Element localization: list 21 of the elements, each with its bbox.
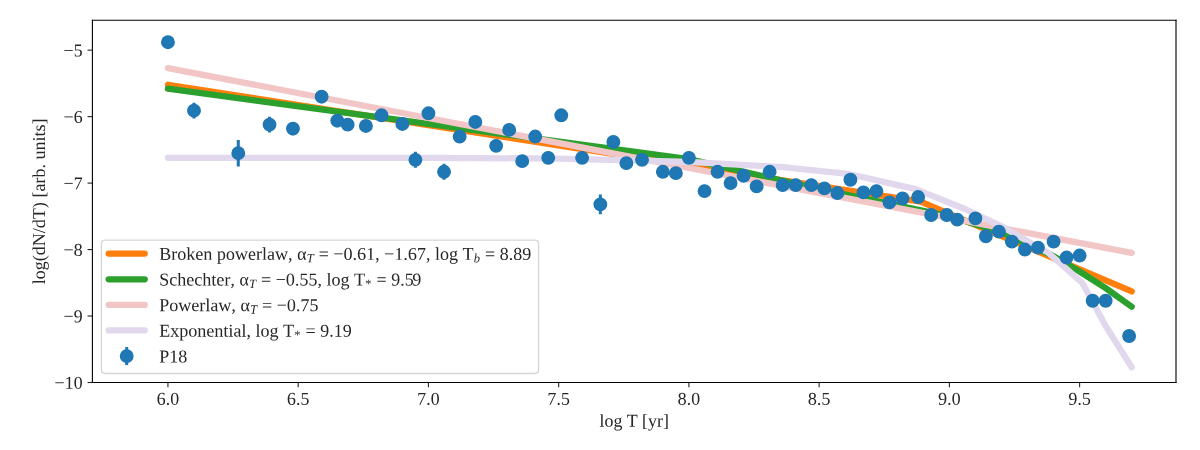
legend-label: Schechter, α$_{T}$ = −0.55, log T$_{*}$ = 9.59 <box>160 272 421 290</box>
x-tick-label: 7.5 <box>548 392 570 406</box>
y-axis-title: log(dN/dT) [arb. units] <box>32 119 49 284</box>
y-tick-label: −7 <box>64 177 83 190</box>
x-tick-label: 6.5 <box>287 392 309 406</box>
x-tick-label: 9.5 <box>1068 392 1091 406</box>
legend-label: Broken powerlaw, α$_{T}$ = −0.61, −1.67, log T$_{b}$ = 8.89 <box>159 247 531 264</box>
legend-label: P18 <box>159 350 187 363</box>
y-tick-label: −9 <box>64 310 82 323</box>
x-tick-label: 9.0 <box>938 392 960 406</box>
x-axis-title: log T [yr] <box>599 414 668 431</box>
legend-label: Exponential, log T$_{*}$ = 9.19 <box>159 324 352 341</box>
x-tick-label: 8.5 <box>808 392 830 406</box>
y-tick-label: −10 <box>55 376 82 389</box>
y-tick-label: −5 <box>64 44 82 57</box>
x-tick-label: 7.0 <box>418 392 440 406</box>
x-tick-label: 6.0 <box>157 392 179 406</box>
x-tick-label: 8.0 <box>678 392 700 406</box>
y-tick-label: −8 <box>64 243 82 257</box>
y-tick-label: −6 <box>64 110 83 124</box>
legend-label: Powerlaw, α$_{T}$ = −0.75 <box>159 298 318 314</box>
